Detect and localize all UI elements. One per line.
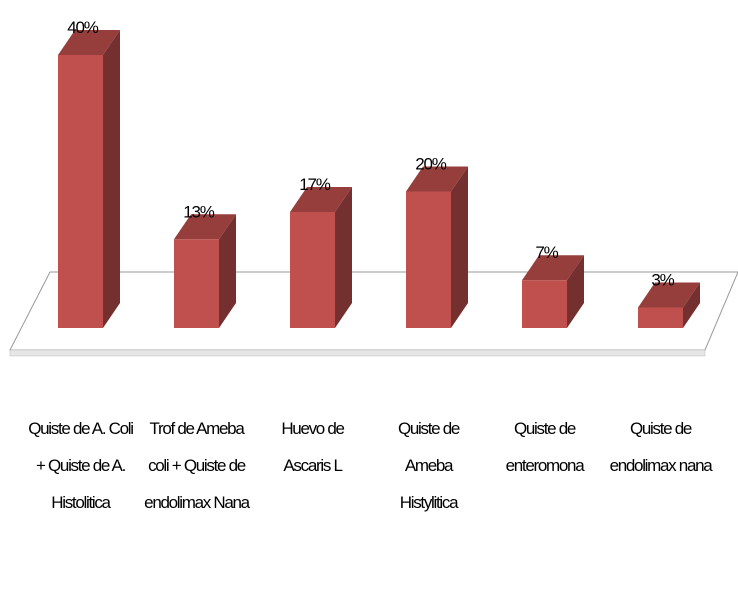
bar-top — [58, 30, 120, 55]
bar — [406, 166, 468, 328]
bar-top — [638, 282, 700, 308]
bar — [58, 30, 120, 328]
bar-top — [406, 166, 468, 192]
bar-side — [451, 166, 468, 328]
bar-front — [406, 191, 451, 328]
bar — [638, 282, 700, 328]
value-label: 3% — [651, 271, 674, 290]
bar — [174, 214, 236, 328]
value-label: 13% — [183, 202, 215, 221]
bar — [290, 186, 352, 328]
bar-top — [290, 186, 352, 212]
x-tick-label: Quiste de enteromona — [505, 419, 585, 475]
bar-side — [219, 214, 236, 328]
bar-top — [522, 255, 584, 281]
value-label: 7% — [535, 243, 558, 262]
bar — [522, 255, 584, 328]
bar-side — [683, 282, 700, 328]
x-tick-label: Quiste de A. Coli + Quiste de A. Histoli… — [28, 419, 134, 512]
x-tick-label: Huevo de Ascaris L — [281, 419, 345, 475]
value-label: 17% — [299, 175, 331, 194]
bar-front — [522, 280, 567, 328]
floor-edge — [9, 349, 706, 357]
x-tick-label: Quiste de Ameba Histylitica — [397, 419, 460, 512]
bar-top — [174, 214, 236, 240]
bar-side — [567, 255, 584, 328]
bar-front — [58, 55, 103, 328]
bar-front — [174, 239, 219, 328]
value-label: 20% — [415, 155, 447, 174]
x-tick-label: Trof de Ameba coli + Quiste de endolimax… — [144, 419, 250, 512]
x-tick-label: Quiste de endolimax nana — [609, 419, 713, 475]
bar-side — [103, 30, 120, 328]
bar-front — [290, 211, 335, 328]
bar-side — [335, 186, 352, 328]
value-label: 40% — [67, 18, 99, 37]
bar-front — [638, 307, 683, 328]
